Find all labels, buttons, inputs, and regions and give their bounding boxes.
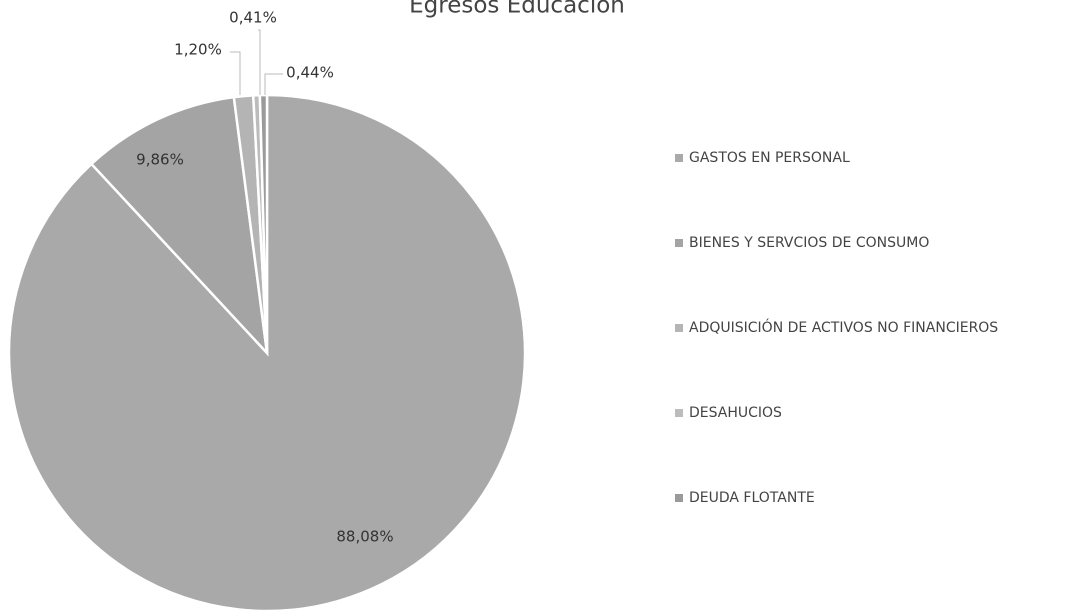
legend-swatch [675, 324, 683, 332]
legend-swatch [675, 154, 683, 162]
data-label: 0,41% [229, 9, 277, 27]
data-label: 9,86% [136, 151, 184, 169]
legend-label: GASTOS EN PERSONAL [689, 150, 850, 166]
data-label: 0,44% [286, 64, 334, 82]
legend-swatch [675, 409, 683, 417]
data-label: 1,20% [174, 41, 222, 59]
legend-swatch [675, 239, 683, 247]
leader-line [258, 29, 261, 95]
pie-slice [258, 93, 269, 354]
legend-label: DEUDA FLOTANTE [689, 490, 815, 506]
legend-label: BIENES Y SERVCIOS DE CONSUMO [689, 235, 929, 251]
legend-label: ADQUISICIÓN DE ACTIVOS NO FINANCIEROS [689, 318, 998, 336]
legend-swatch [675, 494, 683, 502]
leader-line [230, 51, 241, 95]
pie-slice [89, 95, 269, 357]
data-label: 88,08% [336, 528, 393, 546]
leader-line [264, 73, 283, 95]
legend-label: DESAHUCIOS [689, 405, 782, 421]
chart-title: Egresos Educación [409, 0, 625, 19]
